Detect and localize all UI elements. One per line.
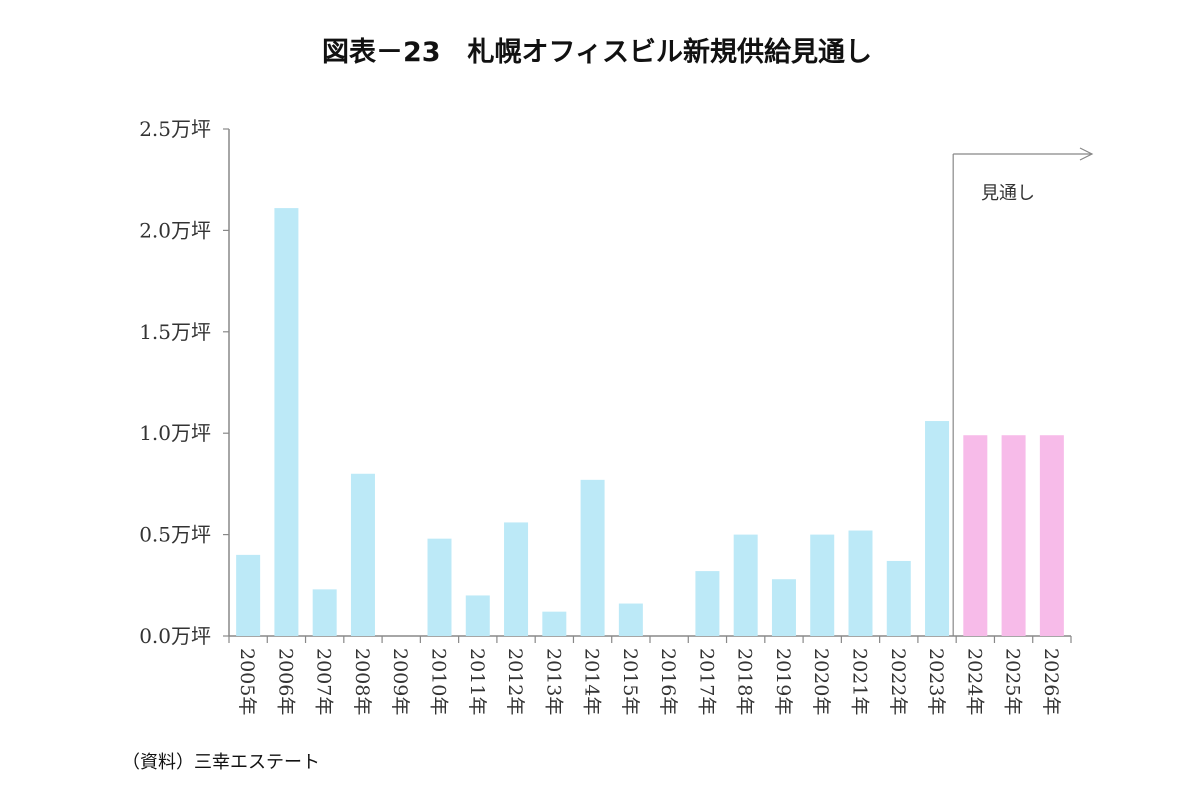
x-tick-label: 2026年 xyxy=(1040,648,1062,715)
x-tick-label: 2025年 xyxy=(1002,648,1024,715)
bar xyxy=(542,611,567,636)
source-note: （資料）三幸エステート xyxy=(122,752,320,773)
bar xyxy=(504,522,529,636)
y-tick-label: 2.0万坪 xyxy=(139,218,211,242)
forecast-label: 見通し xyxy=(981,183,1035,204)
x-tick-label: 2014年 xyxy=(581,648,603,715)
x-tick-label: 2015年 xyxy=(619,648,641,715)
bar xyxy=(810,534,835,636)
x-tick-label: 2011年 xyxy=(466,648,488,715)
x-tick-label: 2006年 xyxy=(274,648,296,715)
x-tick-label: 2021年 xyxy=(849,648,871,715)
x-tick-label: 2005年 xyxy=(236,648,258,715)
bar xyxy=(312,589,337,636)
bar xyxy=(886,560,911,636)
y-tick-label: 1.0万坪 xyxy=(139,421,211,445)
y-tick-label: 0.0万坪 xyxy=(139,624,211,648)
x-tick-label: 2013年 xyxy=(542,648,564,715)
bar xyxy=(274,208,299,637)
bar xyxy=(427,538,452,636)
bar xyxy=(695,571,720,636)
forecast-arrow-head xyxy=(1079,147,1094,161)
x-tick-label: 2024年 xyxy=(963,648,985,715)
bar xyxy=(1039,435,1064,636)
x-tick-label: 2008年 xyxy=(351,648,373,715)
bar xyxy=(465,595,490,636)
bar xyxy=(618,603,643,636)
y-tick-label: 2.5万坪 xyxy=(139,117,211,141)
bar xyxy=(848,530,873,636)
bar xyxy=(350,473,375,636)
x-tick-label: 2010年 xyxy=(428,648,450,715)
x-tick-label: 2023年 xyxy=(925,648,947,715)
x-tick-label: 2018年 xyxy=(734,648,756,715)
bar xyxy=(963,435,988,636)
x-tick-label: 2016年 xyxy=(657,648,679,715)
bar xyxy=(771,579,796,636)
bar xyxy=(1001,435,1026,636)
x-tick-label: 2012年 xyxy=(504,648,526,715)
bar xyxy=(925,421,950,636)
x-tick-label: 2020年 xyxy=(810,648,832,715)
y-tick-label: 0.5万坪 xyxy=(139,523,211,547)
bar xyxy=(733,534,758,636)
bar xyxy=(580,479,605,636)
x-tick-label: 2022年 xyxy=(887,648,909,715)
x-tick-label: 2019年 xyxy=(772,648,794,715)
x-tick-label: 2017年 xyxy=(695,648,717,715)
bar xyxy=(236,554,261,636)
x-tick-label: 2007年 xyxy=(313,648,335,715)
chart-title: 図表－23 札幌オフィスビル新規供給見通し xyxy=(321,37,873,68)
y-tick-label: 1.5万坪 xyxy=(139,320,211,344)
x-tick-label: 2009年 xyxy=(389,648,411,715)
